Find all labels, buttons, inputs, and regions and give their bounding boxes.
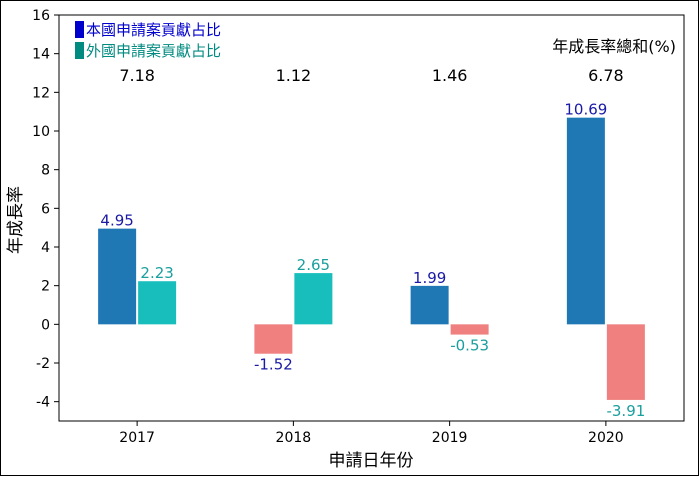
data-label: 2.23: [140, 264, 173, 282]
y-tick-label: -2: [36, 356, 50, 372]
data-label: 10.69: [564, 101, 607, 119]
data-label: 4.95: [100, 212, 133, 230]
plot-area-border: [58, 14, 685, 422]
y-axis-title: 年成長率: [6, 186, 26, 254]
x-tick-label: 2019: [432, 430, 468, 446]
legend-swatch-foreign: [75, 42, 84, 59]
y-tick-label: -4: [36, 395, 50, 411]
bar-domestic: [254, 324, 293, 354]
x-axis-title: 申請日年份: [329, 451, 414, 471]
y-tick-label: 2: [41, 279, 50, 295]
legend-label: 外國申請案貢獻占比: [86, 42, 221, 60]
total-label: 1.12: [276, 66, 312, 85]
x-tick-label: 2020: [588, 430, 624, 446]
totals-title: 年成長率總和(%): [552, 37, 676, 56]
data-label: -0.53: [450, 337, 489, 355]
legend-swatch-domestic: [75, 21, 84, 38]
y-tick-label: 16: [32, 8, 50, 24]
total-label: 1.46: [432, 66, 468, 85]
total-label: 6.78: [588, 66, 624, 85]
x-tick-label: 2018: [276, 430, 312, 446]
bar-foreign: [138, 281, 177, 325]
data-label: 1.99: [413, 269, 446, 287]
bar-domestic: [566, 117, 605, 325]
total-label: 7.18: [119, 66, 155, 85]
bar-foreign: [294, 273, 333, 325]
y-tick-label: 12: [32, 85, 50, 101]
y-tick-label: 4: [41, 240, 50, 256]
y-tick-label: 14: [32, 47, 50, 63]
bar-domestic: [98, 228, 137, 325]
data-label: 2.65: [297, 256, 330, 274]
bar-domestic: [410, 285, 449, 325]
legend-label: 本國申請案貢獻占比: [86, 21, 221, 39]
y-tick-label: 6: [41, 201, 50, 217]
bar-foreign: [606, 324, 645, 400]
data-label: -1.52: [254, 356, 293, 374]
y-tick-label: 0: [41, 317, 50, 333]
y-tick-label: 10: [32, 124, 50, 140]
bar-foreign: [450, 324, 489, 335]
x-tick-label: 2017: [119, 430, 155, 446]
data-label: -3.91: [606, 402, 645, 420]
y-tick-label: 8: [41, 163, 50, 179]
